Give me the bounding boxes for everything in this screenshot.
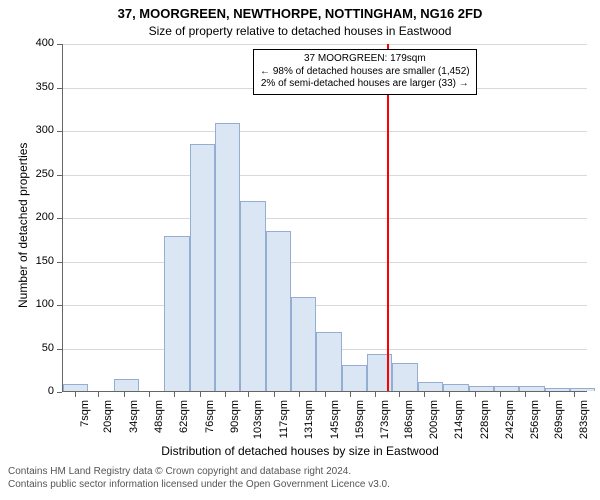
histogram-bar xyxy=(418,382,443,391)
histogram-bar xyxy=(443,384,468,391)
y-tick xyxy=(57,262,62,263)
x-tick xyxy=(299,392,300,397)
y-tick-label: 300 xyxy=(24,124,54,136)
y-tick xyxy=(57,44,62,45)
marker-line xyxy=(387,44,389,391)
histogram-bar xyxy=(545,388,570,391)
histogram-bar xyxy=(316,332,341,391)
histogram-bar xyxy=(570,388,595,391)
chart-container: 37, MOORGREEN, NEWTHORPE, NOTTINGHAM, NG… xyxy=(0,0,600,500)
histogram-bar xyxy=(519,386,544,391)
x-tick-label: 76sqm xyxy=(204,400,216,450)
x-tick-label: 159sqm xyxy=(354,400,366,450)
histogram-bar xyxy=(392,363,417,391)
annotation-line-3: 2% of semi-detached houses are larger (3… xyxy=(260,78,470,91)
x-tick-label: 256sqm xyxy=(529,400,541,450)
x-tick-label: 90sqm xyxy=(229,400,241,450)
x-tick-label: 228sqm xyxy=(479,400,491,450)
histogram-bar xyxy=(342,365,367,391)
x-tick xyxy=(500,392,501,397)
x-tick xyxy=(375,392,376,397)
gridline xyxy=(63,218,587,219)
annotation-box: 37 MOORGREEN: 179sqm← 98% of detached ho… xyxy=(253,49,477,95)
footer-line-1: Contains HM Land Registry data © Crown c… xyxy=(8,466,390,479)
x-tick xyxy=(525,392,526,397)
x-tick-label: 269sqm xyxy=(553,400,565,450)
attribution-footer: Contains HM Land Registry data © Crown c… xyxy=(8,466,390,491)
x-tick xyxy=(174,392,175,397)
x-tick xyxy=(75,392,76,397)
histogram-bar xyxy=(494,386,519,391)
gridline xyxy=(63,175,587,176)
x-tick xyxy=(98,392,99,397)
x-tick-label: 214sqm xyxy=(453,400,465,450)
x-tick xyxy=(574,392,575,397)
histogram-bar xyxy=(240,201,265,391)
chart-title-primary: 37, MOORGREEN, NEWTHORPE, NOTTINGHAM, NG… xyxy=(0,6,600,21)
x-tick xyxy=(149,392,150,397)
histogram-bar xyxy=(63,384,88,391)
chart-title-secondary: Size of property relative to detached ho… xyxy=(0,24,600,38)
x-tick-label: 283sqm xyxy=(578,400,590,450)
y-tick-label: 150 xyxy=(24,255,54,267)
x-tick xyxy=(274,392,275,397)
gridline xyxy=(63,262,587,263)
y-tick-label: 400 xyxy=(24,37,54,49)
annotation-line-2: ← 98% of detached houses are smaller (1,… xyxy=(260,66,470,79)
x-tick-label: 103sqm xyxy=(252,400,264,450)
y-tick xyxy=(57,392,62,393)
y-tick xyxy=(57,305,62,306)
histogram-bar xyxy=(190,144,215,391)
x-tick xyxy=(350,392,351,397)
histogram-bar xyxy=(215,123,240,391)
x-tick-label: 62sqm xyxy=(178,400,190,450)
y-tick-label: 200 xyxy=(24,211,54,223)
x-tick-label: 200sqm xyxy=(428,400,440,450)
x-tick-label: 48sqm xyxy=(153,400,165,450)
x-tick-label: 242sqm xyxy=(504,400,516,450)
histogram-bar xyxy=(469,386,494,391)
y-tick xyxy=(57,218,62,219)
y-tick xyxy=(57,88,62,89)
y-tick-label: 0 xyxy=(24,385,54,397)
y-tick-label: 50 xyxy=(24,342,54,354)
gridline xyxy=(63,131,587,132)
y-tick xyxy=(57,349,62,350)
x-tick-label: 7sqm xyxy=(79,400,91,450)
histogram-bar xyxy=(114,379,139,391)
y-tick-label: 250 xyxy=(24,168,54,180)
y-tick xyxy=(57,131,62,132)
x-tick xyxy=(124,392,125,397)
histogram-bar xyxy=(291,297,316,391)
x-tick-label: 186sqm xyxy=(403,400,415,450)
y-tick-label: 100 xyxy=(24,298,54,310)
x-tick-label: 145sqm xyxy=(329,400,341,450)
histogram-bar xyxy=(164,236,189,391)
x-tick xyxy=(475,392,476,397)
y-tick-label: 350 xyxy=(24,81,54,93)
x-tick xyxy=(449,392,450,397)
x-tick-label: 117sqm xyxy=(278,400,290,450)
x-tick xyxy=(248,392,249,397)
x-tick-label: 131sqm xyxy=(303,400,315,450)
x-tick xyxy=(549,392,550,397)
annotation-line-1: 37 MOORGREEN: 179sqm xyxy=(260,53,470,66)
gridline xyxy=(63,305,587,306)
x-tick-label: 173sqm xyxy=(379,400,391,450)
x-tick xyxy=(225,392,226,397)
y-tick xyxy=(57,175,62,176)
histogram-bar xyxy=(266,231,291,391)
plot-area: 37 MOORGREEN: 179sqm← 98% of detached ho… xyxy=(62,44,587,392)
footer-line-2: Contains public sector information licen… xyxy=(8,479,390,492)
x-tick xyxy=(424,392,425,397)
x-tick-label: 20sqm xyxy=(102,400,114,450)
x-tick xyxy=(200,392,201,397)
gridline xyxy=(63,44,587,45)
x-tick xyxy=(399,392,400,397)
x-tick xyxy=(325,392,326,397)
x-tick-label: 34sqm xyxy=(128,400,140,450)
